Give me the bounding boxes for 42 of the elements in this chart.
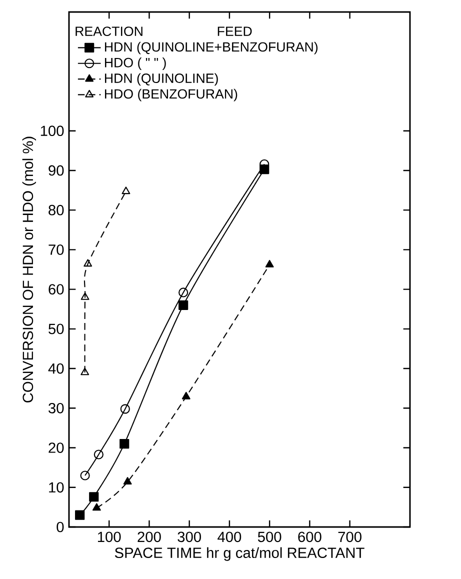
y-tick-label: 40: [48, 363, 64, 374]
x-tick-label: 100: [98, 532, 121, 542]
x-axis-title: SPACE TIME hr g cat/mol REACTANT: [114, 547, 364, 561]
x-tick-label: 400: [218, 532, 242, 542]
legend-label: HDN (QUINOLINE+BENZOFURAN): [105, 42, 318, 54]
point: [80, 292, 90, 300]
y-tick-label: 100: [40, 126, 64, 136]
y-axis-title: CONVERSION OF HDN or HDO (mol %): [22, 136, 36, 402]
y-tick-label: 30: [48, 402, 64, 414]
legend-label: HDO ( " " ): [105, 58, 166, 70]
point: [84, 259, 92, 267]
legend-title: REACTION: [76, 26, 142, 36]
point: [182, 392, 190, 400]
y-tick-label: 60: [48, 284, 64, 294]
y-tick-label: 50: [48, 324, 64, 334]
annotation: FEED: [218, 26, 252, 36]
x-tick-label: 200: [138, 532, 161, 542]
point: [75, 510, 85, 520]
y-tick-label: 0: [56, 522, 64, 532]
x-tick-label: 600: [298, 532, 322, 542]
point: [89, 492, 99, 502]
point: [80, 470, 90, 480]
point: [122, 186, 130, 194]
y-tick-label: 80: [48, 204, 64, 216]
point: [120, 404, 130, 414]
legend-label: HDN (QUINOLINE): [105, 73, 218, 86]
y-tick-label: 70: [48, 244, 64, 255]
y-tick-label: 90: [48, 165, 64, 176]
y-tick-label: 10: [49, 482, 64, 493]
point: [120, 439, 130, 449]
x-tick-label: 700: [338, 532, 362, 542]
point: [178, 288, 188, 298]
x-tick-label: 500: [258, 532, 282, 542]
legend-label: HDO (BENZOFURAN): [105, 88, 238, 102]
point: [80, 368, 90, 376]
point: [123, 477, 132, 484]
point: [92, 503, 101, 511]
point: [265, 260, 274, 268]
point: [178, 300, 188, 310]
x-tick-label: 300: [178, 532, 201, 542]
y-tick-label: 20: [48, 442, 64, 453]
point: [94, 450, 104, 460]
